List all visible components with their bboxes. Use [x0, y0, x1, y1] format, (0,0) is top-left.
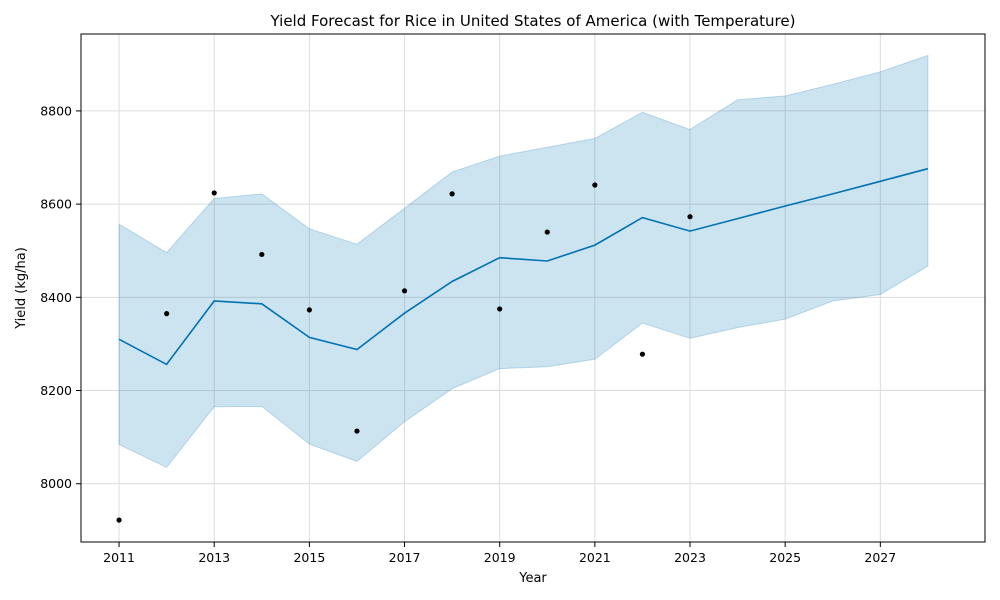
observed-point — [116, 517, 122, 523]
y-axis-label: Yield (kg/ha) — [14, 247, 29, 330]
x-tick-label: 2017 — [389, 550, 421, 565]
observed-point — [259, 251, 265, 258]
observed-point — [544, 229, 550, 235]
grid-layer — [81, 34, 985, 542]
x-tick-label: 2011 — [103, 550, 135, 565]
y-tick-label: 8200 — [40, 383, 72, 398]
chart-title: Yield Forecast for Rice in United States… — [270, 12, 796, 30]
observed-point — [639, 351, 646, 357]
observed-point — [354, 428, 360, 434]
band-layer — [118, 54, 929, 469]
x-tick-label: 2027 — [864, 550, 896, 565]
x-tick-label: 2025 — [769, 550, 801, 565]
x-tick-label: 2019 — [484, 550, 516, 565]
y-tick-label: 8600 — [40, 197, 72, 212]
x-axis-label: Year — [518, 571, 547, 586]
observed-point — [401, 288, 408, 294]
observed-point — [164, 311, 170, 317]
x-tick-label: 2023 — [674, 550, 706, 565]
x-tick-label: 2021 — [579, 550, 611, 565]
y-tick-label: 8000 — [40, 476, 72, 491]
y-tick-label: 8800 — [40, 103, 72, 118]
observed-point — [497, 306, 503, 312]
x-tick-label: 2013 — [198, 550, 230, 565]
forecast-line — [118, 167, 929, 366]
observed-point — [211, 190, 217, 196]
observed-point — [592, 182, 598, 188]
observed-point — [306, 307, 312, 313]
forecast-interval-band — [118, 54, 929, 469]
points-layer — [116, 182, 693, 523]
observed-point — [449, 191, 455, 197]
plot-frame — [80, 33, 986, 543]
line-layer — [118, 167, 929, 366]
tick-layer: 2011 2013 2015 2017 2019 2021 2023 2025 2027 8000… — [40, 103, 896, 565]
observed-point — [687, 214, 693, 220]
y-tick-label: 8400 — [40, 290, 72, 305]
x-tick-label: 2015 — [293, 550, 325, 565]
